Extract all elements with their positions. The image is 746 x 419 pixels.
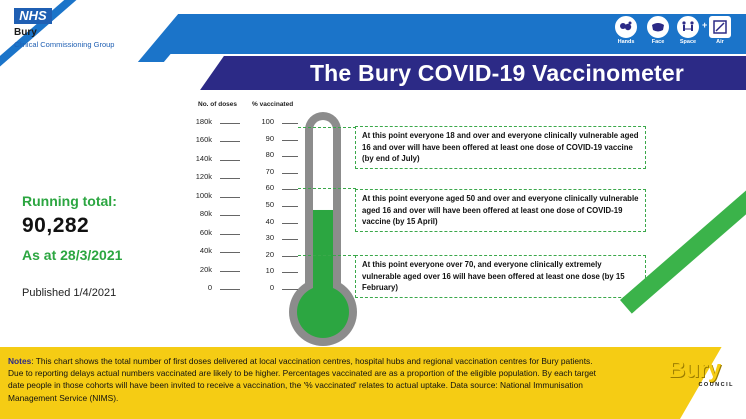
dose-tick-label: 140k xyxy=(195,153,212,163)
header-blue-band xyxy=(150,14,746,54)
bury-council-logo: Bury COUNCIL xyxy=(668,358,738,390)
dose-tick-line xyxy=(220,252,240,254)
percent-tick-line xyxy=(282,189,298,191)
hands-icon xyxy=(615,16,637,38)
dose-tick-line xyxy=(220,141,240,143)
percent-tick-label: 0 xyxy=(269,283,274,292)
percent-tick-line xyxy=(282,156,298,158)
annotation-connector-3 xyxy=(298,255,356,256)
dose-tick-label: 20k xyxy=(199,264,212,274)
annotation-end-of-july: At this point everyone 18 and over and e… xyxy=(355,126,646,169)
doses-column-header: No. of doses xyxy=(198,101,238,108)
face-icon xyxy=(647,16,669,38)
percent-tick-line xyxy=(282,139,298,141)
percent-tick-line xyxy=(282,172,298,174)
percent-tick-line xyxy=(282,272,298,274)
hands-icon-label: Hands xyxy=(617,39,635,45)
space-icon xyxy=(677,16,699,38)
dose-tick-label: 160k xyxy=(195,135,212,145)
notes-band xyxy=(0,347,660,419)
air-icon xyxy=(709,16,731,38)
org-subtitle: Clinical Commissioning Group xyxy=(14,40,115,49)
bury-logo-text: Bury xyxy=(668,356,721,383)
thermometer-level-fill xyxy=(313,209,333,312)
dose-tick-line xyxy=(220,215,240,217)
running-total-label: Running total: xyxy=(22,193,117,209)
annotation-connector-2 xyxy=(298,188,356,189)
percent-tick-label: 90 xyxy=(265,133,274,143)
notes-label: Notes xyxy=(8,356,32,366)
notes-body: : This chart shows the total number of f… xyxy=(8,356,597,403)
bury-logo-subtitle: COUNCIL xyxy=(698,382,734,388)
percent-tick-label: 100 xyxy=(261,117,274,126)
percent-tick-line xyxy=(282,206,298,207)
percent-tick-line xyxy=(282,289,298,290)
percent-tick-label: 60 xyxy=(265,183,274,193)
percent-column-header: % vaccinated xyxy=(252,101,294,108)
dose-tick-line xyxy=(220,270,240,272)
percent-tick-label: 80 xyxy=(265,150,274,160)
air-icon-label: Air xyxy=(716,39,724,45)
percent-tick-label: 40 xyxy=(265,216,274,226)
dose-tick-line xyxy=(220,123,240,124)
dose-tick-label: 60k xyxy=(199,227,212,237)
dose-tick-line xyxy=(220,196,240,198)
hands-icon-group: Hands xyxy=(614,16,638,45)
page-title: The Bury COVID-19 Vaccinometer xyxy=(309,60,685,86)
nhs-logo: NHS xyxy=(14,8,52,24)
dose-tick-label: 80k xyxy=(199,209,212,219)
plus-sign: + xyxy=(702,20,708,30)
percent-tick-line xyxy=(282,123,298,124)
percent-tick-label: 10 xyxy=(265,266,274,276)
percent-tick-label: 70 xyxy=(265,166,274,176)
as-at-date: As at 28/3/2021 xyxy=(22,247,123,263)
title-bar xyxy=(228,56,746,90)
air-icon-group: + Air xyxy=(702,16,734,45)
space-icon-label: Space xyxy=(679,39,697,45)
org-name: Bury xyxy=(14,27,37,38)
dose-tick-label: 180k xyxy=(195,117,212,126)
percent-tick-line xyxy=(282,255,298,257)
dose-tick-line xyxy=(220,159,240,161)
published-date: Published 1/4/2021 xyxy=(22,287,117,299)
percent-tick-line xyxy=(282,239,298,241)
dose-tick-line xyxy=(220,289,240,290)
dose-tick-label: 120k xyxy=(195,172,212,182)
percent-tick-line xyxy=(282,222,298,224)
percent-tick-label: 30 xyxy=(265,233,274,243)
notes-text: Notes: This chart shows the total number… xyxy=(8,355,608,404)
running-total-value: 90,282 xyxy=(22,214,90,237)
percent-tick-label: 20 xyxy=(265,249,274,259)
percent-tick-label: 50 xyxy=(265,200,274,209)
annotation-15-april: At this point everyone aged 50 and over … xyxy=(355,189,646,232)
dose-tick-line xyxy=(220,233,240,235)
dose-tick-label: 100k xyxy=(195,190,212,200)
face-icon-label: Face xyxy=(651,39,665,45)
face-icon-group: Face xyxy=(646,16,670,45)
dose-tick-line xyxy=(220,178,240,180)
annotation-connector-1 xyxy=(298,127,356,128)
thermometer xyxy=(289,112,357,346)
dose-tick-label: 40k xyxy=(199,246,212,256)
space-icon-group: Space xyxy=(676,16,700,45)
annotation-15-february: At this point everyone over 70, and ever… xyxy=(355,255,646,298)
dose-tick-label: 0 xyxy=(207,283,212,292)
